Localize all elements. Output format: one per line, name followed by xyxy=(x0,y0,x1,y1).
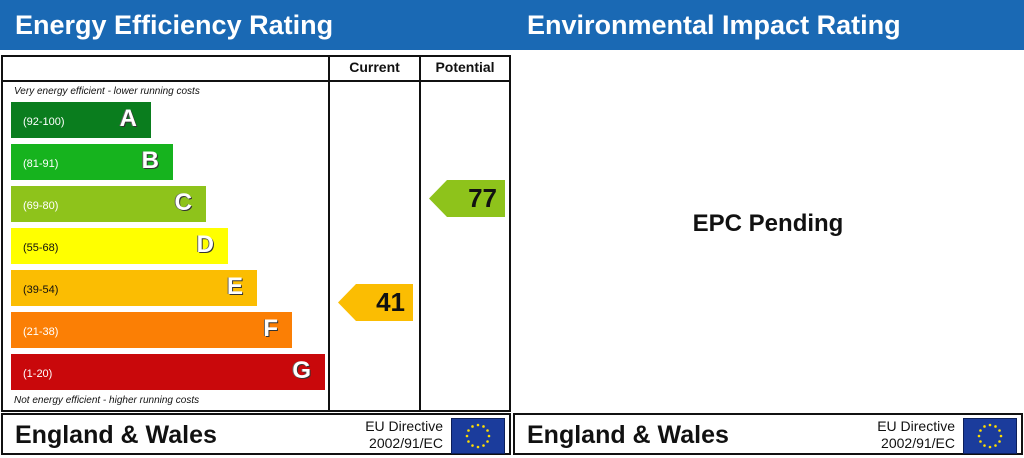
rating-band-b: (81-91) B xyxy=(11,144,173,180)
potential-rating-arrow: 77 xyxy=(429,180,505,217)
band-letter: D xyxy=(196,231,214,258)
region-label: England & Wales xyxy=(15,421,217,449)
energy-efficiency-panel: Energy Efficiency Rating Current Potenti… xyxy=(0,0,512,457)
band-range: (55-68) xyxy=(23,242,59,254)
rating-band-f: (21-38) F xyxy=(11,312,292,348)
environmental-impact-panel: Environmental Impact Rating EPC Pending … xyxy=(512,0,1024,457)
rating-table: Current Potential Very energy efficient … xyxy=(1,55,511,412)
band-letter: A xyxy=(119,105,137,132)
current-rating-value: 41 xyxy=(376,287,405,317)
eu-flag-icon xyxy=(451,418,505,454)
right-footer: England & Wales EU Directive 2002/91/EC xyxy=(513,413,1023,455)
rating-band-d: (55-68) D xyxy=(11,228,228,264)
band-range: (69-80) xyxy=(23,200,59,212)
rating-band-a: (92-100) A xyxy=(11,102,151,138)
rating-band-g: (1-20) G xyxy=(11,354,325,390)
band-range: (92-100) xyxy=(23,116,65,128)
directive-line2: 2002/91/EC xyxy=(369,435,443,451)
eu-directive: EU Directive 2002/91/EC xyxy=(877,418,955,452)
eu-directive: EU Directive 2002/91/EC xyxy=(365,418,443,452)
band-letter: B xyxy=(141,147,159,174)
eu-flag-icon xyxy=(963,418,1017,454)
band-letter: C xyxy=(174,189,192,216)
directive-line2: 2002/91/EC xyxy=(881,435,955,451)
epc-pending-status: EPC Pending xyxy=(692,210,844,237)
directive-line1: EU Directive xyxy=(877,418,955,434)
potential-rating-value: 77 xyxy=(468,183,497,213)
column-divider xyxy=(328,57,330,410)
potential-column-header: Potential xyxy=(435,59,495,75)
band-range: (39-54) xyxy=(23,284,59,296)
header-divider xyxy=(3,80,509,82)
band-letter: G xyxy=(292,357,311,384)
top-note: Very energy efficient - lower running co… xyxy=(14,86,200,97)
band-range: (21-38) xyxy=(23,326,59,338)
current-rating-arrow: 41 xyxy=(338,284,413,321)
left-footer: England & Wales EU Directive 2002/91/EC xyxy=(1,413,511,455)
energy-efficiency-title: Energy Efficiency Rating xyxy=(0,0,512,50)
current-column-header: Current xyxy=(349,59,400,75)
arrow-shape-icon xyxy=(429,180,505,217)
column-divider xyxy=(419,57,421,410)
directive-line1: EU Directive xyxy=(365,418,443,434)
arrow-shape-icon xyxy=(338,284,413,321)
band-letter: E xyxy=(226,273,243,300)
band-letter: F xyxy=(263,315,278,342)
band-range: (81-91) xyxy=(23,158,59,170)
rating-band-e: (39-54) E xyxy=(11,270,257,306)
region-label: England & Wales xyxy=(527,421,729,449)
environmental-impact-title: Environmental Impact Rating xyxy=(512,0,1024,50)
bottom-note: Not energy efficient - higher running co… xyxy=(14,395,200,406)
rating-band-c: (69-80) C xyxy=(11,186,206,222)
band-range: (1-20) xyxy=(23,368,53,380)
